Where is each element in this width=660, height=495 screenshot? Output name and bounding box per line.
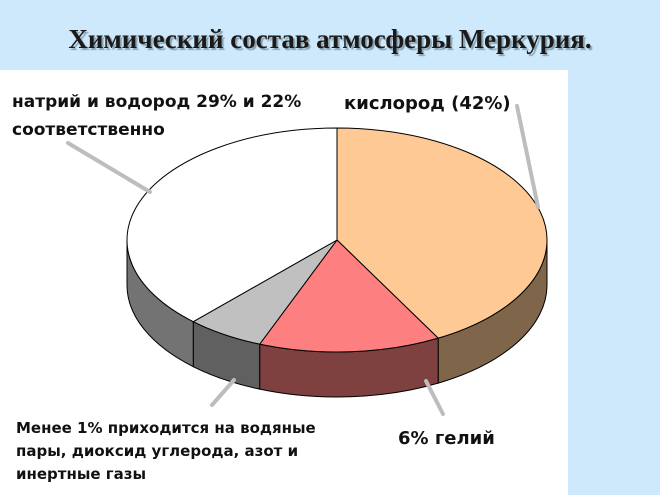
slice-helium xyxy=(258,239,440,353)
label-oxygen: кислород (42%) xyxy=(344,93,511,114)
slice-oxygen xyxy=(336,127,548,339)
label-other-gases: Менее 1% приходится на водяные пары, дио… xyxy=(16,419,316,483)
chart-title: Химический состав атмосферы Меркурия. xyxy=(68,24,592,54)
slice-sodium-hydrogen xyxy=(126,127,338,323)
label-sodium-hydrogen: натрий и водород 29% и 22% соответственн… xyxy=(12,92,302,140)
leader-line-sodium-hydrogen xyxy=(66,141,152,194)
leader-line-oxygen xyxy=(515,104,540,209)
leader-line-other xyxy=(210,378,236,407)
leader-line-helium xyxy=(424,379,445,416)
label-helium: 6% гелий xyxy=(398,428,495,449)
